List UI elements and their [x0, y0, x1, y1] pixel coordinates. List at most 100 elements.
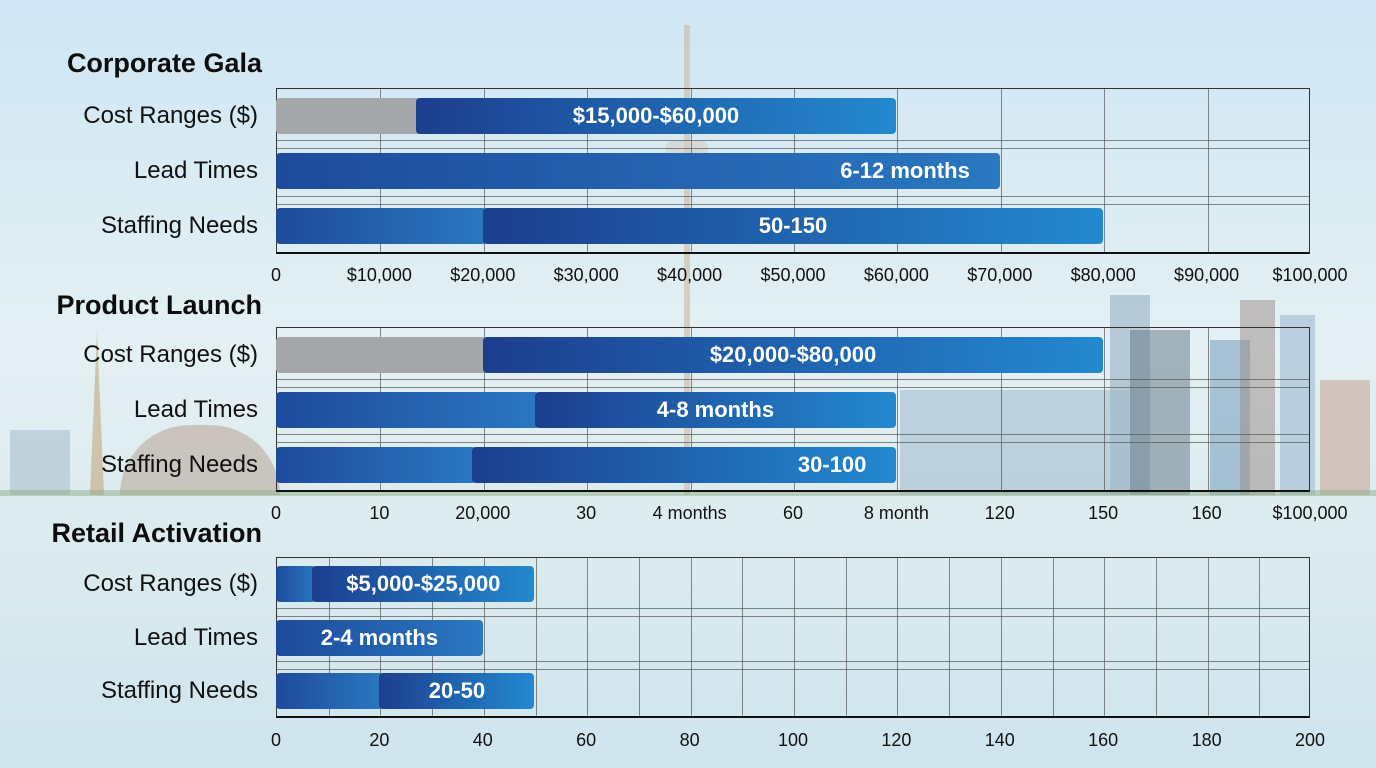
bar-label: $5,000-$25,000 [346, 570, 501, 596]
gridline-vertical [1104, 89, 1106, 252]
chart-title: Product Launch [56, 290, 262, 320]
gridline-vertical [1259, 558, 1261, 716]
tick-label: $50,000 [760, 265, 826, 285]
gridline-vertical [587, 558, 589, 716]
range-bar [415, 97, 897, 134]
chart-title: Retail Activation [51, 518, 262, 548]
tick-label: $10,000 [346, 265, 412, 285]
range-bar [379, 673, 535, 710]
tick-label: 100 [777, 730, 809, 750]
tick-label: 120 [984, 503, 1015, 523]
category-label: Lead Times [133, 395, 258, 423]
range-bar [482, 208, 1104, 245]
tick-label: 10 [369, 503, 390, 523]
tick-label: 60 [782, 503, 804, 523]
tick-label: 0 [270, 730, 282, 750]
gridline-vertical [638, 558, 640, 716]
tick-label: 80 [679, 730, 700, 750]
tick-label: $90,000 [1174, 265, 1240, 285]
gridline-vertical [690, 558, 692, 716]
gridline-horizontal [277, 203, 1309, 205]
lead-segment [276, 446, 477, 483]
gridline-vertical [1207, 328, 1209, 490]
range-bar [534, 391, 897, 428]
tick-label: 160 [1088, 730, 1119, 750]
gridline-vertical [845, 558, 847, 716]
category-label: Staffing Needs [101, 450, 258, 478]
bar-label: $20,000-$80,000 [709, 341, 877, 367]
category-label: Staffing Needs [101, 212, 258, 240]
gridline-vertical [1000, 89, 1002, 252]
category-label: Cost Ranges ($) [83, 569, 258, 597]
tick-label: 4 months [652, 503, 727, 523]
gridline-horizontal [277, 615, 1309, 617]
gridline-horizontal [277, 661, 1309, 663]
gridline-horizontal [277, 387, 1309, 388]
tick-label: 20 [369, 730, 390, 750]
tick-label: 0 [270, 503, 282, 523]
tick-label: 30 [576, 503, 597, 523]
tick-label: 60 [576, 730, 597, 750]
baseline-segment [276, 97, 420, 134]
tick-label: $100,000 [1272, 265, 1348, 285]
gridline-horizontal [277, 148, 1309, 150]
gridline-horizontal [277, 669, 1309, 671]
bar-label: 20-50 [428, 678, 486, 704]
gridline-vertical [1000, 558, 1002, 716]
range-bar [312, 565, 535, 602]
gridline-horizontal [277, 607, 1309, 609]
category-label: Lead Times [133, 157, 258, 184]
gridline-vertical [1155, 558, 1157, 716]
range-bar [482, 336, 1104, 373]
gridline-vertical [1104, 558, 1106, 716]
gridline-vertical [483, 558, 485, 716]
range-bar [276, 153, 1000, 189]
tick-label: 20,000 [455, 503, 511, 523]
bar-label: 4-8 months [656, 396, 775, 422]
tick-label: 140 [984, 730, 1015, 750]
gridline-vertical [1207, 558, 1209, 716]
gridline-vertical [794, 558, 795, 716]
gridline-vertical [897, 558, 899, 716]
gridline-horizontal [277, 195, 1309, 197]
baseline-segment [276, 336, 487, 373]
tick-label: $80,000 [1070, 265, 1136, 285]
category-label: Cost Ranges ($) [83, 340, 258, 368]
lead-segment [276, 673, 384, 710]
tick-label: 0 [270, 265, 282, 285]
bar-label: 30-100 [797, 451, 867, 477]
lead-segment [276, 565, 317, 602]
bar-label: 2-4 months [320, 624, 439, 650]
plot-frame [276, 557, 1310, 718]
gridline-vertical [949, 558, 951, 716]
tick-label: 200 [1294, 730, 1326, 750]
lead-segment [276, 391, 539, 428]
gridline-vertical [897, 328, 899, 490]
category-label: Cost Ranges ($) [83, 101, 258, 129]
tick-label: 8 month [863, 503, 929, 523]
gridline-vertical [742, 558, 744, 716]
gridline-vertical [1052, 558, 1054, 716]
gridline-horizontal [277, 140, 1309, 142]
gridline-horizontal [277, 442, 1309, 443]
gridline-vertical [535, 558, 537, 716]
tick-label: 160 [1191, 503, 1222, 523]
tick-label: $70,000 [967, 265, 1033, 285]
gridline-vertical [1207, 89, 1209, 252]
tick-label: $100,000 [1272, 503, 1348, 523]
tick-label: 40 [472, 730, 493, 750]
gridline-vertical [1000, 328, 1002, 490]
tick-label: $20,000 [450, 265, 516, 285]
range-bar [276, 619, 483, 656]
tick-label: 180 [1191, 730, 1222, 750]
gridline-horizontal [277, 434, 1309, 435]
lead-segment [276, 208, 487, 245]
category-label: Staffing Needs [101, 677, 258, 705]
bar-label: 6-12 months [840, 158, 970, 183]
bar-label: $15,000-$60,000 [572, 102, 740, 128]
tick-label: 150 [1088, 503, 1119, 523]
tick-label: $40,000 [657, 265, 723, 285]
chart-title: Corporate Gala [66, 48, 262, 78]
tick-label: $60,000 [863, 265, 929, 285]
tick-label: $30,000 [553, 265, 619, 285]
